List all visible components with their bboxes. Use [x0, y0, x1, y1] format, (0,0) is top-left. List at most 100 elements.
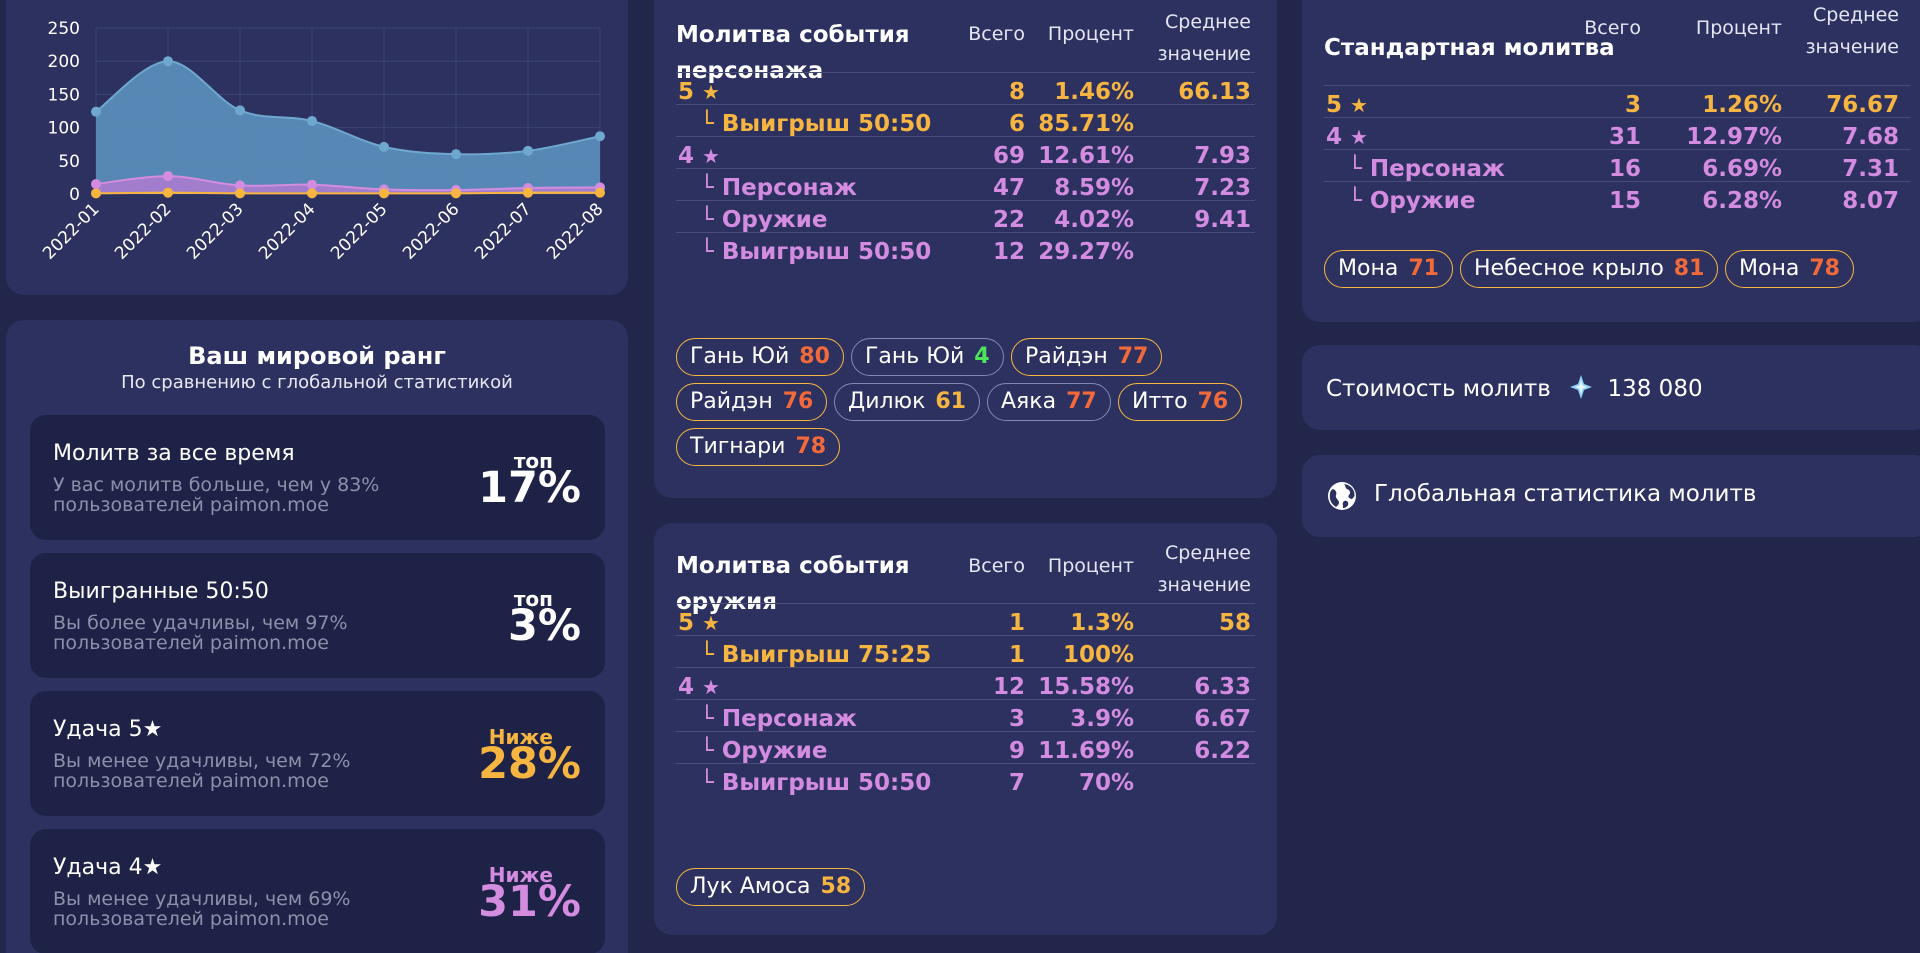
chip-pity: 78: [1809, 256, 1840, 281]
rank-item: Выигранные 50:50 Вы более удачливы, чем 9…: [30, 553, 605, 678]
world-rank-card: Ваш мировой ранг По сравнению с глобальн…: [6, 320, 628, 953]
stat-row: 4 ★ 12 15.58% 6.33: [676, 667, 1255, 706]
data-point: [523, 187, 533, 198]
chip-name: Мона: [1739, 256, 1800, 281]
data-point: [235, 188, 245, 199]
column-header-average-line: Среднее: [1165, 542, 1251, 564]
x-tick-label: 2022-05: [327, 199, 391, 263]
stat-row-label: 4 ★: [678, 674, 720, 700]
stat-row: └ Персонаж 16 6.69% 7.31: [1324, 149, 1910, 188]
stat-total: 12: [992, 674, 1025, 700]
banner-title-line: персонажа: [676, 58, 824, 84]
rank-title: Ваш мировой ранг: [188, 342, 446, 370]
stat-average: 66.13: [1178, 79, 1251, 105]
star-icon: ★: [1350, 125, 1368, 149]
stat-total: 12: [992, 239, 1025, 265]
rank-item-prefix: топ: [513, 449, 553, 473]
column-header-total: Всего: [1584, 17, 1641, 39]
stat-total: 1: [1008, 610, 1025, 636]
rank-item-description: Вы более удачливы, чем 97% пользователей…: [53, 612, 348, 654]
data-point: [235, 180, 245, 191]
stat-row: └ Оружие 22 4.02% 9.41: [676, 200, 1255, 239]
stat-row-label-text: 5: [1326, 92, 1343, 118]
rank-item-value: 28%: [478, 739, 581, 789]
stat-total: 22: [992, 207, 1025, 233]
chip-name: Небесное крыло: [1474, 256, 1664, 281]
rank-item-prefix: Ниже: [488, 863, 553, 887]
data-point: [451, 149, 461, 160]
chip-pity: 77: [1066, 389, 1097, 414]
stat-total: 8: [1008, 79, 1025, 105]
five-star-pull-chip: Мона 78: [1725, 250, 1854, 288]
stat-percent: 70%: [1078, 770, 1134, 796]
series-area: [96, 61, 600, 195]
stat-row: └ Выигрыш 50:50 7 70%: [676, 763, 1255, 802]
stat-average: 9.41: [1194, 207, 1251, 233]
x-tick-label: 2022-01: [39, 199, 103, 263]
stat-total: 15: [1608, 188, 1641, 214]
data-point: [163, 171, 173, 182]
stat-average: 7.68: [1842, 124, 1899, 150]
star-icon: ★: [702, 144, 720, 168]
data-point: [91, 106, 101, 117]
star-icon: ★: [702, 611, 720, 635]
x-tick-label: 2022-03: [183, 199, 247, 263]
chip-name: Мона: [1338, 256, 1399, 281]
stat-row-label-text: 4: [678, 143, 695, 169]
character-banner-card: Молитва события персонажа Всего Процент Сред…: [654, 0, 1277, 498]
chip-pity: 4: [974, 344, 990, 369]
stat-row-label: 4 ★: [1326, 124, 1368, 150]
stat-row-label-text: 4: [1326, 124, 1343, 150]
five-star-pull-chip: Райдэн 77: [1011, 338, 1163, 376]
stat-row-label: └ Выигрыш 50:50: [700, 239, 931, 265]
stat-average: 76.67: [1826, 92, 1899, 118]
stat-row: └ Оружие 15 6.28% 8.07: [1324, 181, 1910, 220]
five-star-pull-chip: Мона 71: [1324, 250, 1453, 288]
stat-average: 7.23: [1194, 175, 1251, 201]
stat-row-label-text: └ Выигрыш 50:50: [700, 239, 932, 265]
star-icon: ★: [1350, 93, 1368, 117]
rank-item: Удача 5★ Вы менее удачливы, чем 72% польз…: [30, 691, 605, 816]
data-point: [595, 131, 605, 142]
standard-banner-card: Стандартная молитва Всего Процент Среднее зн…: [1302, 0, 1920, 322]
stat-percent: 12.97%: [1686, 124, 1782, 150]
data-point: [235, 105, 245, 116]
rank-item-value: 3%: [507, 601, 581, 651]
rank-item-value: 17%: [478, 463, 581, 513]
rank-item-description: Вы менее удачливы, чем 72% пользователей…: [53, 750, 351, 792]
stat-total: 6: [1008, 111, 1025, 137]
stat-average: 8.07: [1842, 188, 1899, 214]
stat-row-label: └ Персонаж: [700, 175, 857, 201]
stat-percent: 11.69%: [1038, 738, 1134, 764]
stat-total: 16: [1608, 156, 1641, 182]
banner-title-line: Молитва события: [676, 553, 910, 579]
stat-row-label-text: └ Оружие: [1348, 188, 1476, 214]
global-wish-stats-link[interactable]: Глобальная статистика молитв: [1302, 455, 1920, 537]
global-stats-label: Глобальная статистика молитв: [1374, 481, 1757, 507]
column-header-total: Всего: [968, 23, 1025, 45]
stat-percent: 8.59%: [1054, 175, 1134, 201]
five-star-pull-chip: Аяка 77: [987, 383, 1111, 421]
chip-pity: 80: [799, 344, 830, 369]
stat-row-label: └ Оружие: [700, 207, 827, 233]
banner-title: Стандартная молитва: [1324, 35, 1615, 61]
column-header-average-line: значение: [1157, 574, 1251, 596]
rank-item: Молитв за все время У вас молитв больше, …: [30, 415, 605, 540]
wish-cost-label: Стоимость молитв: [1326, 376, 1551, 402]
data-point: [451, 188, 461, 199]
data-point: [91, 179, 101, 190]
rank-subtitle: По сравнению с глобальной статистикой: [121, 372, 513, 393]
chip-pity: 77: [1117, 344, 1149, 369]
rank-item-title: Молитв за все время: [53, 441, 295, 466]
stat-average: 6.22: [1194, 738, 1251, 764]
column-header-total: Всего: [968, 555, 1025, 577]
stat-row-label-text: └ Персонаж: [1348, 156, 1505, 182]
stat-row: 5 ★ 8 1.46% 66.13: [676, 72, 1255, 111]
rank-item-title: Выигранные 50:50: [53, 579, 269, 604]
column-header-percent: Процент: [1695, 17, 1782, 39]
banner-title-line: Молитва события: [676, 22, 910, 48]
stat-row-label: └ Оружие: [1348, 188, 1475, 214]
rank-item-description: У вас молитв больше, чем у 83% пользоват…: [53, 474, 380, 516]
y-tick-label: 200: [48, 52, 80, 72]
rank-item-prefix: топ: [513, 587, 553, 611]
